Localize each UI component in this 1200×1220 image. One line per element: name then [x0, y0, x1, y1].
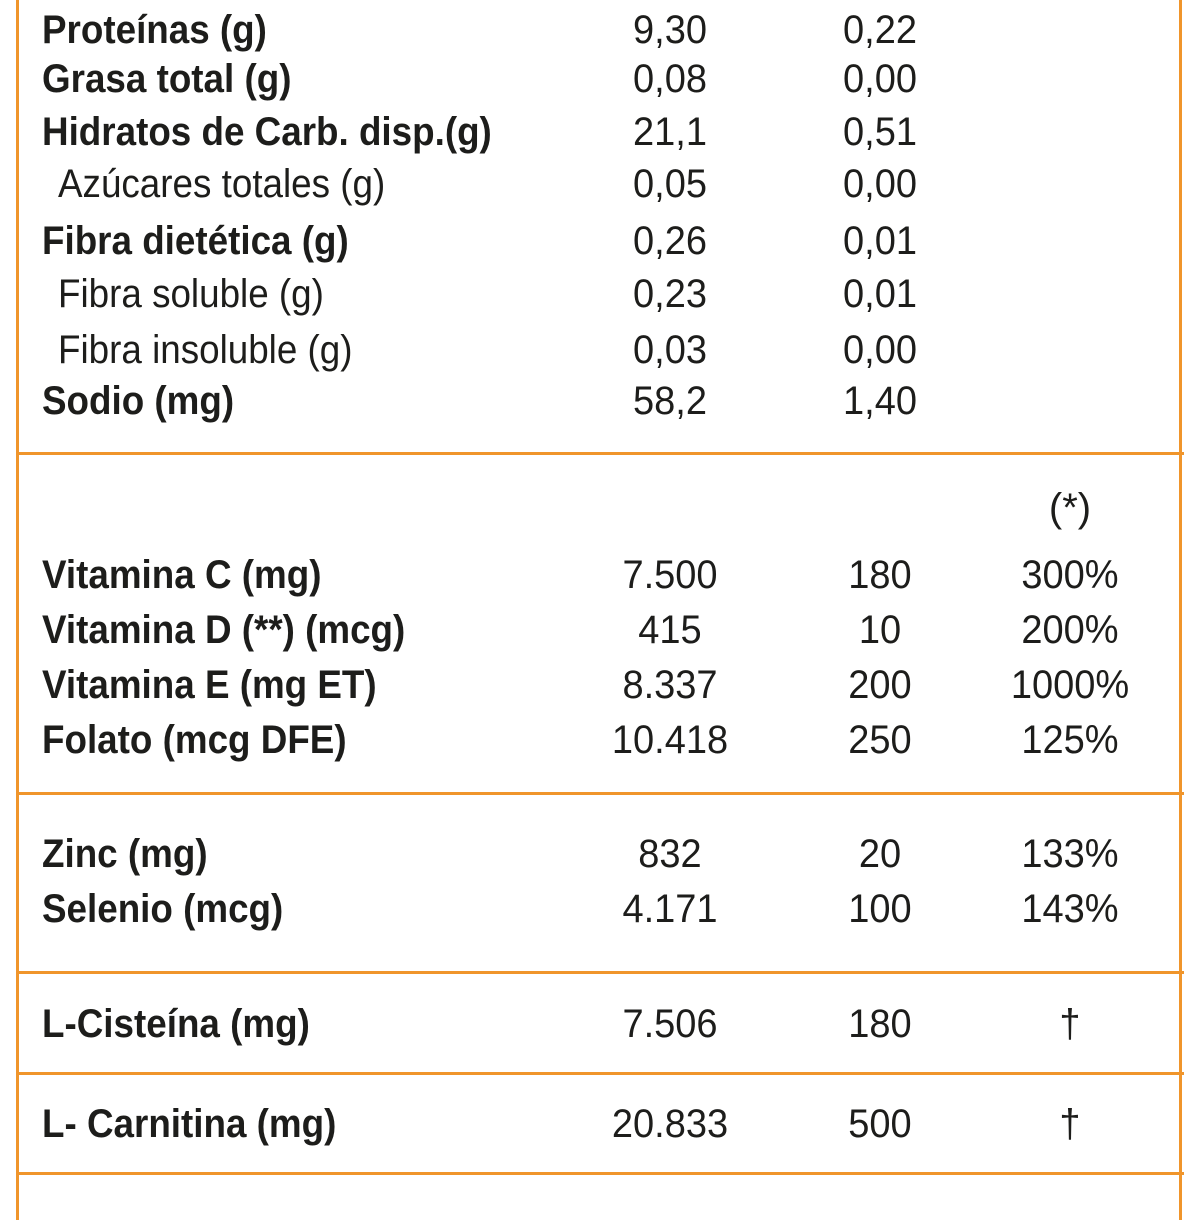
value-per-100: 7.506 [622, 1002, 718, 1046]
nutrient-name: Azúcares totales (g) [58, 162, 386, 206]
value-per-100: 4.171 [622, 887, 718, 931]
nutrient-name: Zinc (mg) [42, 832, 208, 876]
value-per-100: 0,03 [633, 328, 707, 372]
nutrient-row-total-fat: Grasa total (g) 0,08 0,00 [0, 51, 1200, 107]
nutrient-name: Folato (mcg DFE) [42, 718, 347, 762]
value-per-serving: 20 [858, 832, 902, 876]
percent-daily-value: 125% [1021, 718, 1119, 762]
value-per-100: 8.337 [622, 663, 718, 707]
value-per-100: 58,2 [633, 379, 707, 423]
value-per-serving: 0,00 [843, 162, 917, 206]
value-per-serving: 0,00 [843, 328, 917, 372]
value-per-serving: 180 [848, 1002, 912, 1046]
percent-daily-value: 133% [1021, 832, 1119, 876]
value-per-serving: 500 [848, 1102, 912, 1146]
nutrient-row-l-cysteine: L-Cisteína (mg) 7.506 180 † [0, 996, 1200, 1052]
nutrient-name: Proteínas (g) [42, 8, 267, 52]
nutrient-name: Sodio (mg) [42, 379, 235, 423]
nutrient-row-l-carnitine: L- Carnitina (mg) 20.833 500 † [0, 1096, 1200, 1152]
nutrient-name: Fibra dietética (g) [42, 219, 349, 263]
dagger-marker: † [1059, 1102, 1081, 1146]
value-per-100: 0,23 [633, 272, 707, 316]
section-divider-minerals [16, 971, 1184, 974]
percent-daily-value-footnote-marker: (*) [1048, 486, 1092, 530]
value-per-serving: 250 [848, 718, 912, 762]
value-per-serving: 0,01 [843, 272, 917, 316]
value-per-100: 21,1 [633, 110, 707, 154]
value-per-serving: 0,00 [843, 57, 917, 101]
dagger-marker: † [1059, 1002, 1081, 1046]
nutrient-row-dietary-fiber: Fibra dietética (g) 0,26 0,01 [0, 213, 1200, 269]
nutrient-name: Fibra soluble (g) [58, 272, 324, 316]
value-per-100: 9,30 [633, 8, 707, 52]
nutrient-name: Fibra insoluble (g) [58, 328, 353, 372]
nutrient-row-soluble-fiber: Fibra soluble (g) 0,23 0,01 [0, 266, 1200, 322]
nutrient-row-folate: Folato (mcg DFE) 10.418 250 125% [0, 712, 1200, 768]
value-per-serving: 180 [848, 553, 912, 597]
value-per-100: 0,08 [633, 57, 707, 101]
percent-daily-value: 143% [1021, 887, 1119, 931]
value-per-100: 10.418 [611, 718, 729, 762]
nutrient-row-selenium: Selenio (mcg) 4.171 100 143% [0, 881, 1200, 937]
value-per-serving: 1,40 [843, 379, 917, 423]
value-per-serving: 0,51 [843, 110, 917, 154]
value-per-100: 7.500 [622, 553, 718, 597]
section-divider-cysteine [16, 1072, 1184, 1075]
nutrient-row-vitamin-e: Vitamina E (mg ET) 8.337 200 1000% [0, 657, 1200, 713]
nutrient-row-sodium: Sodio (mg) 58,2 1,40 [0, 373, 1200, 429]
nutrient-row-vitamin-d: Vitamina D (**) (mcg) 415 10 200% [0, 602, 1200, 658]
value-per-100: 415 [638, 608, 702, 652]
nutrient-name: L- Carnitina (mg) [42, 1102, 337, 1146]
nutrient-name: Vitamina C (mg) [42, 553, 322, 597]
value-per-serving: 10 [858, 608, 902, 652]
nutrition-table-panel [16, 0, 1182, 1220]
percent-daily-value: 200% [1021, 608, 1119, 652]
percent-daily-value: 1000% [1010, 663, 1130, 707]
nutrient-name: Vitamina E (mg ET) [42, 663, 377, 707]
section-divider-vitamins [16, 792, 1184, 795]
nutrient-row-sugars: Azúcares totales (g) 0,05 0,00 [0, 156, 1200, 212]
nutrient-row-proteins: Proteínas (g) 9,30 0,22 [0, 2, 1200, 58]
nutrient-row-zinc: Zinc (mg) 832 20 133% [0, 826, 1200, 882]
value-per-serving: 100 [848, 887, 912, 931]
value-per-100: 0,05 [633, 162, 707, 206]
nutrient-name: Grasa total (g) [42, 57, 292, 101]
value-per-serving: 0,01 [843, 219, 917, 263]
nutrient-name: Vitamina D (**) (mcg) [42, 608, 406, 652]
value-per-serving: 0,22 [843, 8, 917, 52]
percent-daily-value: 300% [1021, 553, 1119, 597]
value-per-serving: 200 [848, 663, 912, 707]
nutrient-row-carbohydrates: Hidratos de Carb. disp.(g) 21,1 0,51 [0, 104, 1200, 160]
section-divider-carnitine [16, 1172, 1184, 1175]
value-per-100: 0,26 [633, 219, 707, 263]
nutrient-name: Hidratos de Carb. disp.(g) [42, 110, 492, 154]
nutrient-name: Selenio (mcg) [42, 887, 284, 931]
nutrient-row-vitamin-c: Vitamina C (mg) 7.500 180 300% [0, 547, 1200, 603]
value-per-100: 20.833 [611, 1102, 729, 1146]
nutrient-row-insoluble-fiber: Fibra insoluble (g) 0,03 0,00 [0, 322, 1200, 378]
section-divider-macros [16, 452, 1184, 455]
nutrient-name: L-Cisteína (mg) [42, 1002, 310, 1046]
value-per-100: 832 [638, 832, 702, 876]
